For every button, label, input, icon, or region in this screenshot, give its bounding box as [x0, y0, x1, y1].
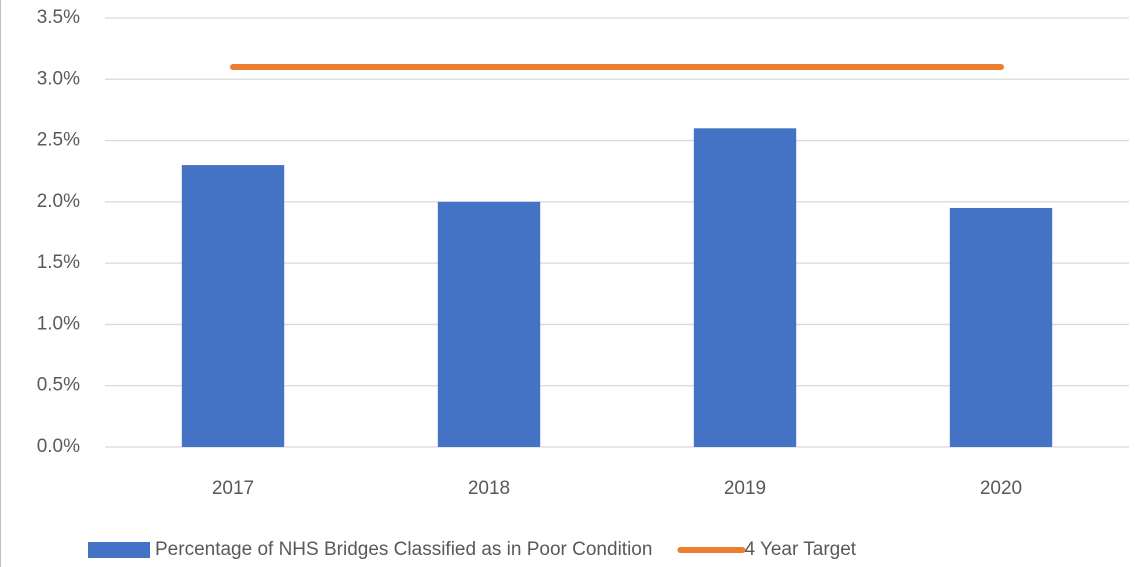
bar [437, 201, 541, 447]
y-tick-label: 3.5% [37, 7, 80, 28]
y-tick-label: 2.5% [37, 130, 80, 151]
y-tick-label: 1.0% [37, 313, 80, 334]
x-tick-label: 2019 [724, 478, 766, 499]
x-tick-label: 2017 [212, 478, 254, 499]
y-tick-label: 0.5% [37, 375, 80, 396]
y-tick-label: 0.0% [37, 436, 80, 457]
x-tick-label: 2020 [980, 478, 1022, 499]
x-tick-label: 2018 [468, 478, 510, 499]
legend-label: 4 Year Target [744, 539, 856, 560]
bar [181, 165, 285, 448]
y-tick-label: 3.0% [37, 68, 80, 89]
legend-label: Percentage of NHS Bridges Classified as … [155, 539, 652, 560]
bar [949, 207, 1053, 447]
y-tick-label: 1.5% [37, 252, 80, 273]
y-tick-label: 2.0% [37, 191, 80, 212]
bar [693, 128, 797, 448]
legend-swatch [88, 542, 150, 558]
